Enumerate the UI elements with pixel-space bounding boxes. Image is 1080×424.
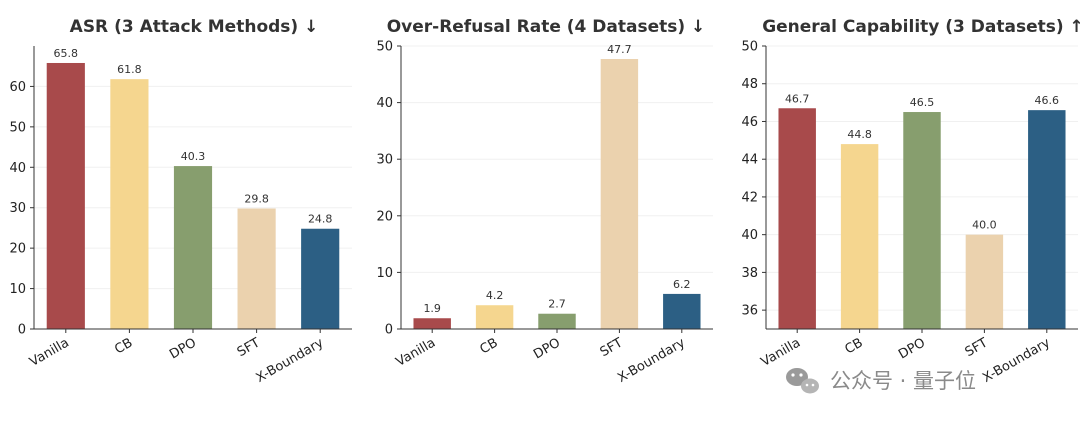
x-tick-label: SFT (963, 335, 991, 360)
data-label: 44.8 (847, 128, 872, 141)
y-tick-label: 30 (376, 153, 393, 168)
data-label: 61.8 (117, 63, 142, 76)
data-label: 29.8 (244, 193, 269, 206)
x-tick-label: DPO (167, 335, 199, 362)
bar-dpo (173, 166, 213, 329)
bar-vanilla (413, 318, 451, 329)
x-tick-label: Vanilla (27, 335, 72, 369)
y-tick-label: 50 (741, 40, 758, 55)
bar-vanilla (778, 108, 816, 329)
y-tick-label: 44 (741, 153, 758, 168)
chart-title: General Capability (3 Datasets) ↑ (762, 17, 1080, 37)
bar-sft (237, 208, 276, 329)
chart-panel-2: Over-Refusal Rate (4 Datasets) ↓ 0 10 20 30 4… (376, 17, 713, 386)
x-tick-label: CB (478, 335, 501, 357)
y-tick-label: 10 (376, 266, 393, 281)
y-tick-label: 48 (741, 77, 758, 92)
watermark: 公众号 · 量子位 (786, 368, 976, 394)
x-tick-label: X-Boundary (615, 335, 688, 386)
data-label: 40.0 (972, 219, 997, 232)
data-label: 46.6 (1035, 94, 1060, 107)
bar-x-boundary (663, 293, 701, 329)
data-label: 46.5 (910, 96, 935, 109)
x-tick-label: SFT (598, 335, 626, 360)
data-label: 47.7 (607, 43, 632, 56)
data-label: 1.9 (423, 302, 441, 315)
y-tick-label: 40 (9, 161, 26, 176)
y-tick-label: 20 (9, 242, 26, 257)
bar-sft (600, 59, 639, 329)
bar-sft (965, 234, 1004, 329)
x-tick-label: Vanilla (759, 335, 804, 369)
y-tick-label: 30 (9, 201, 26, 216)
y-tick-label: 20 (376, 209, 393, 224)
bar-vanilla (46, 62, 85, 329)
data-label: 2.7 (548, 298, 566, 311)
bar-dpo (538, 313, 576, 329)
y-tick-label: 40 (376, 96, 393, 111)
x-tick-label: DPO (531, 335, 563, 362)
bar-dpo (903, 112, 941, 330)
data-label: 24.8 (308, 213, 333, 226)
watermark-text: 公众号 · 量子位 (830, 369, 976, 393)
bar-x-boundary (1028, 110, 1066, 329)
chart-title: ASR (3 Attack Methods) ↓ (70, 17, 319, 37)
y-tick-label: 0 (385, 323, 393, 338)
y-tick-label: 10 (9, 282, 26, 297)
y-tick-label: 0 (18, 323, 26, 338)
y-tick-label: 38 (741, 266, 758, 281)
bar-x-boundary (301, 228, 340, 329)
x-tick-label: X-Boundary (254, 335, 327, 386)
y-tick-label: 42 (741, 190, 758, 205)
chart-panel-3: General Capability (3 Datasets) ↑ 36 38 40 4… (741, 17, 1080, 386)
chart-title: Over-Refusal Rate (4 Datasets) ↓ (387, 17, 706, 37)
y-tick-label: 40 (741, 228, 758, 243)
y-tick-label: 36 (741, 304, 758, 319)
data-label: 6.2 (673, 278, 691, 291)
data-label: 40.3 (181, 150, 206, 163)
data-label: 46.7 (785, 92, 810, 105)
y-tick-label: 50 (9, 120, 26, 135)
y-tick-label: 46 (741, 115, 758, 130)
y-tick-label: 60 (9, 80, 26, 95)
x-tick-label: CB (843, 335, 866, 357)
x-tick-label: X-Boundary (980, 335, 1053, 386)
x-tick-label: CB (112, 335, 135, 357)
y-tick-label: 50 (376, 40, 393, 55)
wechat-icon (786, 368, 819, 394)
x-tick-label: DPO (896, 335, 928, 362)
data-label: 4.2 (486, 289, 504, 302)
bar-cb (475, 305, 514, 329)
chart-panel-1: ASR (3 Attack Methods) ↓ 0 10 20 30 40 50 60 65.… (9, 17, 352, 386)
bar-cb (840, 144, 879, 329)
data-label: 65.8 (54, 47, 79, 60)
x-tick-label: Vanilla (394, 335, 439, 369)
bar-cb (110, 79, 149, 329)
x-tick-label: SFT (235, 335, 263, 360)
